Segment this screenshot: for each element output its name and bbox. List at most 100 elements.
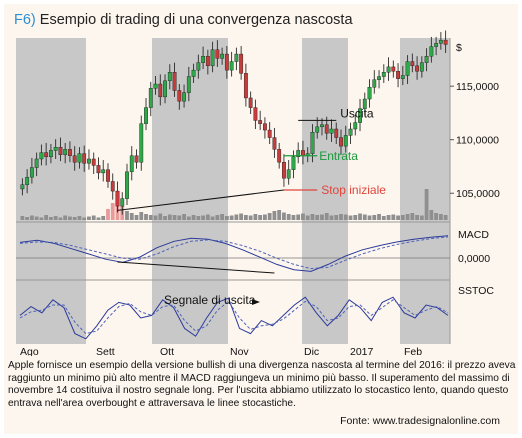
volume-bar bbox=[177, 215, 182, 220]
volume-bar bbox=[339, 214, 343, 220]
volume-bar bbox=[410, 213, 415, 220]
volume-bar bbox=[358, 213, 362, 220]
volume-bar bbox=[125, 211, 129, 220]
volume-bar bbox=[329, 215, 334, 220]
volume-bar bbox=[253, 214, 258, 220]
volume-bar bbox=[224, 216, 229, 220]
candle bbox=[339, 137, 343, 147]
candle bbox=[415, 65, 420, 72]
volume-bar bbox=[377, 214, 381, 220]
volume-bar bbox=[429, 210, 434, 220]
volume-bar bbox=[172, 215, 177, 220]
candle bbox=[96, 165, 101, 174]
volume-bar bbox=[87, 216, 91, 220]
candle bbox=[53, 146, 58, 151]
volume-bar bbox=[396, 215, 400, 220]
volume-bar bbox=[158, 213, 163, 220]
panel-label-sstoc: SSTOC bbox=[458, 285, 494, 297]
candle bbox=[110, 181, 115, 192]
candle bbox=[29, 167, 34, 178]
volume-bar bbox=[438, 214, 443, 220]
volume-bar bbox=[39, 217, 44, 220]
volume-bar bbox=[72, 217, 77, 220]
candle bbox=[153, 83, 158, 89]
candle bbox=[210, 49, 215, 67]
volume-bar bbox=[243, 215, 248, 220]
candle bbox=[39, 152, 44, 160]
source-credit: Fonte: www.tradesignalonline.com bbox=[340, 415, 500, 427]
volume-bar bbox=[239, 213, 244, 220]
volume-bar bbox=[110, 203, 115, 220]
volume-bar bbox=[282, 212, 286, 220]
volume-bar bbox=[82, 217, 87, 220]
volume-bar bbox=[381, 216, 386, 220]
stoch-d-line bbox=[19, 299, 449, 335]
candle bbox=[434, 43, 439, 47]
exit-signal-arrow bbox=[252, 299, 260, 305]
candle bbox=[262, 123, 267, 131]
volume-bar bbox=[372, 215, 377, 220]
volume-bar bbox=[367, 215, 372, 220]
volume-bar bbox=[248, 215, 253, 220]
candle bbox=[405, 61, 410, 76]
volume-bar bbox=[424, 189, 429, 220]
candle bbox=[334, 128, 339, 138]
candle bbox=[424, 56, 429, 63]
chart: 115,0000 110,0000 105,0000 $ Uscita Entrata St… bbox=[16, 30, 500, 356]
candle bbox=[172, 72, 177, 91]
candle bbox=[234, 53, 239, 62]
candle bbox=[120, 198, 125, 207]
candle bbox=[115, 190, 120, 207]
candle bbox=[443, 39, 448, 45]
volume-bar bbox=[68, 216, 72, 220]
volume-bar bbox=[205, 214, 210, 220]
volume-bar bbox=[348, 215, 353, 220]
candle bbox=[258, 120, 263, 124]
candle bbox=[229, 61, 234, 71]
figure-title: F6) Esempio di trading di una convergenz… bbox=[14, 12, 353, 28]
candle bbox=[381, 72, 386, 77]
candle bbox=[315, 126, 320, 133]
candle bbox=[362, 98, 367, 109]
candle bbox=[186, 76, 191, 93]
candle bbox=[410, 61, 415, 67]
candle bbox=[91, 158, 96, 166]
candle bbox=[68, 149, 72, 156]
macd-line bbox=[19, 235, 449, 272]
candle bbox=[77, 153, 82, 163]
candle bbox=[329, 128, 334, 134]
candle bbox=[353, 122, 358, 130]
y-axis-unit: $ bbox=[456, 42, 462, 54]
volume-bar bbox=[134, 215, 139, 220]
volume-bar bbox=[96, 217, 101, 220]
volume-bar bbox=[229, 215, 234, 220]
volume-bar bbox=[291, 215, 296, 220]
candle bbox=[367, 87, 372, 100]
volume-bar bbox=[129, 213, 134, 220]
x-tick-label: Sett bbox=[96, 346, 115, 356]
candle bbox=[391, 66, 396, 72]
volume-bar bbox=[163, 216, 167, 220]
volume-bar bbox=[343, 214, 348, 220]
y-tick-label: 105,0000 bbox=[456, 188, 500, 200]
figure-tag: F6) bbox=[14, 12, 36, 28]
candle bbox=[167, 72, 172, 82]
candle bbox=[282, 161, 286, 179]
volume-bar bbox=[405, 214, 410, 220]
volume-bar bbox=[443, 215, 448, 220]
y-tick-label: 115,0000 bbox=[456, 81, 499, 93]
candle bbox=[129, 155, 134, 173]
annotation-exit-signal: Segnale di uscita bbox=[164, 293, 256, 307]
candle bbox=[386, 66, 391, 73]
candle bbox=[191, 69, 196, 77]
volume-bar bbox=[210, 216, 215, 220]
macd-zero-label: 0,0000 bbox=[458, 253, 490, 265]
candle bbox=[248, 97, 253, 108]
candle bbox=[44, 152, 49, 158]
volume-bar bbox=[191, 215, 196, 220]
volume-bar bbox=[91, 215, 96, 220]
month-band bbox=[16, 38, 86, 344]
candle bbox=[324, 124, 329, 134]
volume-bar bbox=[49, 217, 53, 220]
volume-bar bbox=[419, 215, 424, 220]
